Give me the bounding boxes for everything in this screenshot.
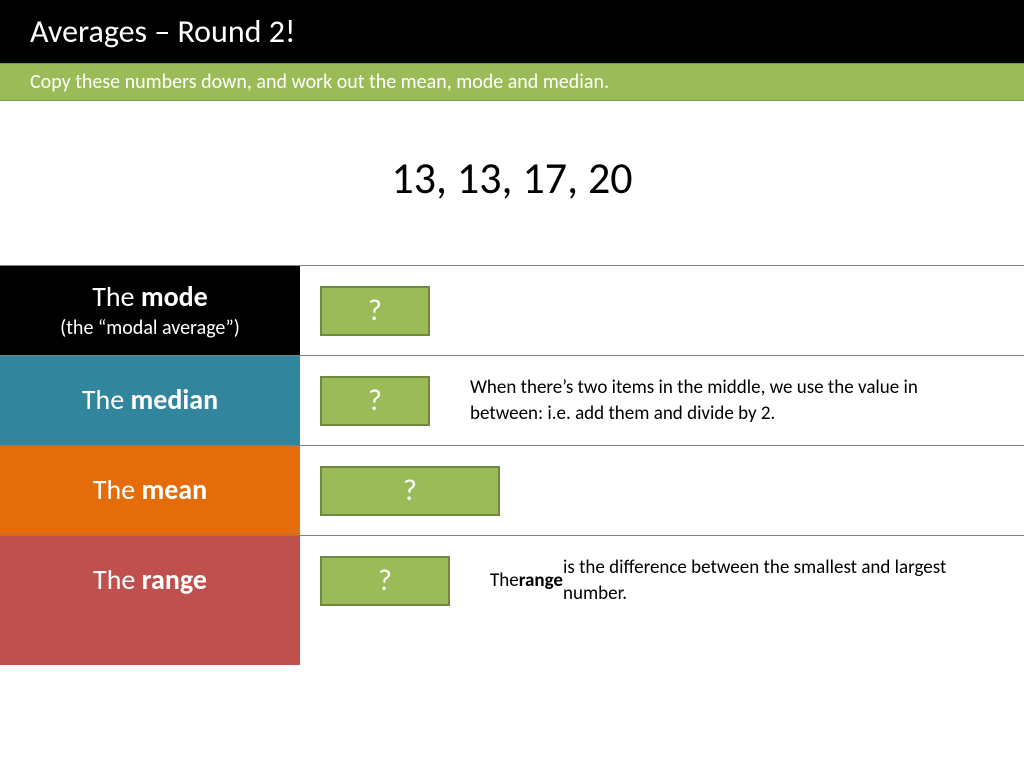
rows-container: The mode(the “modal average”)?The median… <box>0 265 1024 625</box>
page-title: Averages – Round 2! <box>30 12 295 51</box>
label-mean: The mean <box>0 446 300 535</box>
row-mean: The mean? <box>0 445 1024 535</box>
title-bar: Averages – Round 2! <box>0 0 1024 63</box>
label-range: The range <box>0 536 300 625</box>
answer-box-median[interactable]: ? <box>320 376 430 426</box>
answer-box-range[interactable]: ? <box>320 556 450 606</box>
row-mode: The mode (the “modal average”)? <box>0 265 1024 355</box>
label-main-range: The range <box>93 564 207 596</box>
label-median: The median <box>0 356 300 445</box>
answer-cell-mean: ? <box>300 446 500 535</box>
row-range: The range?The range is the difference be… <box>0 535 1024 625</box>
answer-cell-mode: ? <box>300 266 430 355</box>
label-mode: The mode (the “modal average”) <box>0 266 300 355</box>
answer-cell-median: ? <box>300 356 430 445</box>
label-sub-mode: (the “modal average”) <box>60 316 240 340</box>
subtitle-bar: Copy these numbers down, and work out th… <box>0 63 1024 101</box>
subtitle-text: Copy these numbers down, and work out th… <box>30 70 609 94</box>
range-overflow <box>0 625 300 665</box>
note-range: The range is the difference between the … <box>450 536 1024 625</box>
answer-box-mode[interactable]: ? <box>320 286 430 336</box>
note-median: When there’s two items in the middle, we… <box>430 356 1024 445</box>
answer-box-mean[interactable]: ? <box>320 466 500 516</box>
label-main-mean: The mean <box>93 474 207 506</box>
answer-cell-range: ? <box>300 536 450 625</box>
label-main-mode: The mode <box>92 281 208 313</box>
note-mean <box>500 446 1024 535</box>
row-median: The median?When there’s two items in the… <box>0 355 1024 445</box>
label-main-median: The median <box>82 384 218 416</box>
number-sequence: 13, 13, 17, 20 <box>0 151 1024 205</box>
note-mode <box>430 266 1024 355</box>
